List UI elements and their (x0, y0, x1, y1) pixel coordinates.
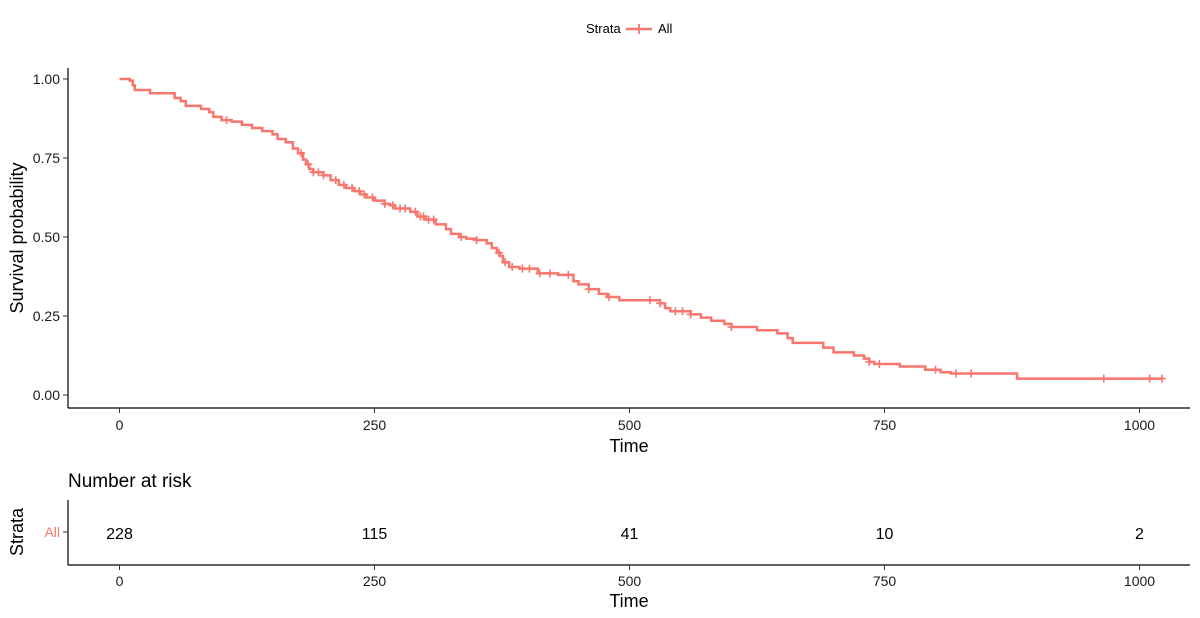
risk-table: Number at risk All 228 115 41 10 2 0 250 500 75… (7, 471, 1190, 611)
risk-x-axis-title: Time (609, 591, 648, 611)
censor-mark (368, 193, 377, 202)
censor-mark (967, 369, 976, 378)
censor-mark (727, 323, 736, 332)
censor-mark (355, 187, 364, 196)
censor-mark (314, 168, 323, 177)
y-tick-label: 1.00 (33, 71, 60, 87)
censor-mark (501, 258, 510, 267)
censor-mark (411, 207, 420, 216)
x-tick-label: 750 (873, 417, 897, 433)
risk-values: 228 115 41 10 2 (106, 526, 1144, 543)
censor-mark (525, 264, 534, 273)
censor-mark (429, 215, 438, 224)
survival-plot: 0.00 0.25 0.50 0.75 1.00 0 250 500 750 1000 Time… (7, 68, 1190, 456)
censor-marks (222, 116, 1166, 383)
y-tick-label: 0.75 (33, 150, 60, 166)
risk-value: 228 (106, 526, 133, 543)
censor-mark (1157, 374, 1166, 383)
risk-x-axis-ticks: 0 250 500 750 1000 (116, 565, 1155, 589)
legend-entry-all: All (658, 21, 673, 36)
censor-mark (339, 180, 348, 189)
risk-y-axis-title: Strata (7, 507, 27, 556)
y-tick-label: 0.25 (33, 308, 60, 324)
survival-curve-all (119, 77, 1162, 380)
censor-mark (419, 212, 428, 221)
legend: Strata All (586, 21, 673, 36)
x-axis-ticks: 0 250 500 750 1000 (116, 408, 1155, 433)
x-tick-label: 1000 (1124, 417, 1155, 433)
y-tick-label: 0.00 (33, 387, 60, 403)
risk-x-tick-label: 500 (618, 573, 642, 589)
risk-x-tick-label: 250 (363, 573, 387, 589)
risk-value: 2 (1135, 526, 1144, 543)
risk-table-title: Number at risk (68, 471, 192, 492)
censor-mark (678, 307, 687, 316)
censor-mark (656, 299, 665, 308)
risk-value: 10 (876, 526, 894, 543)
censor-mark (331, 176, 340, 185)
censor-mark (686, 310, 695, 319)
censor-mark (360, 190, 369, 199)
risk-x-tick-label: 1000 (1124, 573, 1155, 589)
censor-mark (671, 307, 680, 316)
censor-mark (931, 365, 940, 374)
censor-mark (304, 160, 313, 169)
censor-mark (605, 293, 614, 302)
risk-x-tick-label: 0 (116, 573, 124, 589)
censor-mark (645, 296, 654, 305)
censor-mark (348, 184, 357, 193)
censor-mark (380, 199, 389, 208)
censor-mark (297, 149, 306, 158)
censor-mark (564, 270, 573, 279)
censor-mark (865, 357, 874, 366)
censor-mark (457, 233, 466, 241)
censor-mark (508, 263, 517, 272)
censor-mark (875, 360, 884, 369)
y-axis-title: Survival probability (7, 162, 27, 313)
censor-mark (472, 236, 481, 245)
censor-mark (518, 264, 527, 273)
censor-mark (222, 116, 231, 125)
censor-mark (545, 269, 554, 278)
x-tick-label: 0 (116, 417, 124, 433)
risk-row-label-all: All (44, 524, 60, 540)
censor-mark (319, 171, 328, 180)
x-tick-label: 250 (363, 417, 387, 433)
censor-mark (401, 204, 410, 213)
x-axis-title: Time (609, 436, 648, 456)
y-tick-label: 0.50 (33, 229, 60, 245)
censor-mark (388, 201, 397, 210)
y-axis-ticks: 0.00 0.25 0.50 0.75 1.00 (33, 71, 68, 403)
censor-mark (1145, 374, 1154, 383)
risk-x-tick-label: 750 (873, 573, 897, 589)
censor-mark (951, 369, 960, 378)
x-tick-label: 500 (618, 417, 642, 433)
risk-value: 41 (621, 526, 639, 543)
censor-mark (535, 269, 544, 278)
censor-mark (1099, 374, 1108, 383)
censor-mark (494, 248, 503, 257)
legend-title: Strata (586, 21, 621, 36)
risk-value: 115 (362, 526, 388, 543)
censor-mark (584, 285, 593, 294)
